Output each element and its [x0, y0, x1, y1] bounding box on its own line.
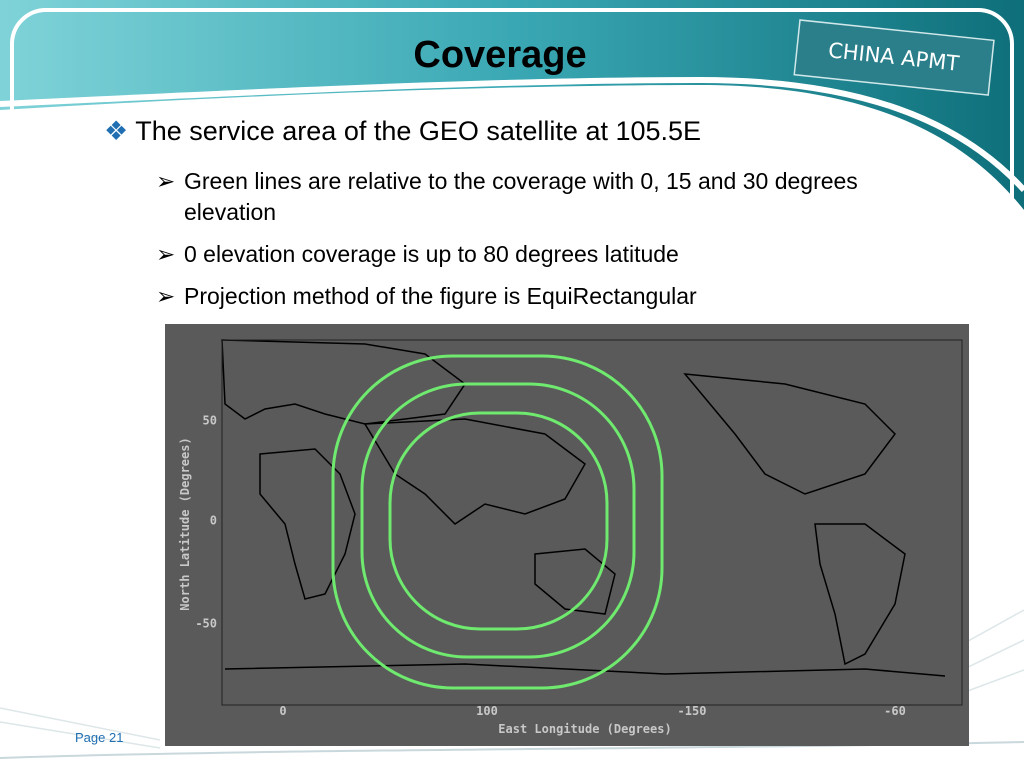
- coverage-contours: [331, 354, 664, 690]
- contour-15-deg: [360, 382, 636, 659]
- bullet-marker: ➢: [156, 283, 176, 309]
- coastline: [683, 373, 896, 495]
- bullet-marker: ➢: [156, 168, 176, 194]
- sub-bullet: ➢ Green lines are relative to the coverag…: [156, 166, 916, 228]
- slide-title: Coverage: [413, 34, 587, 76]
- map-background: [165, 324, 969, 746]
- coverage-map: 50 0 -50 0 100 -150 -60 East Longitude (…: [165, 324, 969, 746]
- coastline: [259, 448, 356, 600]
- bullet-text: Projection method of the figure is EquiR…: [184, 283, 697, 309]
- y-tick-label: 0: [210, 514, 217, 528]
- map-frame: [221, 339, 963, 706]
- header-wave: [0, 0, 1024, 210]
- y-tick-label: 50: [203, 414, 217, 428]
- sub-bullet: ➢ 0 elevation coverage is up to 80 degree…: [156, 239, 916, 270]
- coastline: [534, 548, 616, 615]
- bullet-text: The service area of the GEO satellite at…: [135, 116, 702, 146]
- x-tick-label: -60: [884, 704, 906, 718]
- bullet: ❖ The service area of the GEO satellite …: [104, 116, 701, 147]
- logo-box: [793, 19, 995, 96]
- contour-0-deg: [331, 354, 664, 690]
- sub-bullet: ➢ Projection method of the figure is Equi…: [156, 281, 916, 312]
- header-line: [0, 76, 1024, 193]
- coastline: [363, 418, 586, 525]
- y-axis-label: North Latitude (Degrees): [178, 437, 192, 610]
- coastline: [814, 523, 906, 666]
- footer-deco: [0, 707, 161, 749]
- bullet-marker: ❖: [104, 116, 129, 146]
- x-tick-label: -150: [678, 704, 707, 718]
- y-tick-label: -50: [195, 617, 217, 631]
- bullet-marker: ➢: [156, 241, 176, 267]
- x-tick-label: 100: [476, 704, 498, 718]
- bullet-text: 0 elevation coverage is up to 80 degrees…: [184, 241, 679, 267]
- x-tick-label: 0: [279, 704, 286, 718]
- page-number: Page 21: [75, 730, 124, 745]
- bullet-text: Green lines are relative to the coverage…: [184, 168, 858, 225]
- contour-30-deg: [388, 411, 609, 631]
- logo: CHINA APMT: [793, 19, 995, 96]
- x-axis-label: East Longitude (Degrees): [498, 722, 671, 736]
